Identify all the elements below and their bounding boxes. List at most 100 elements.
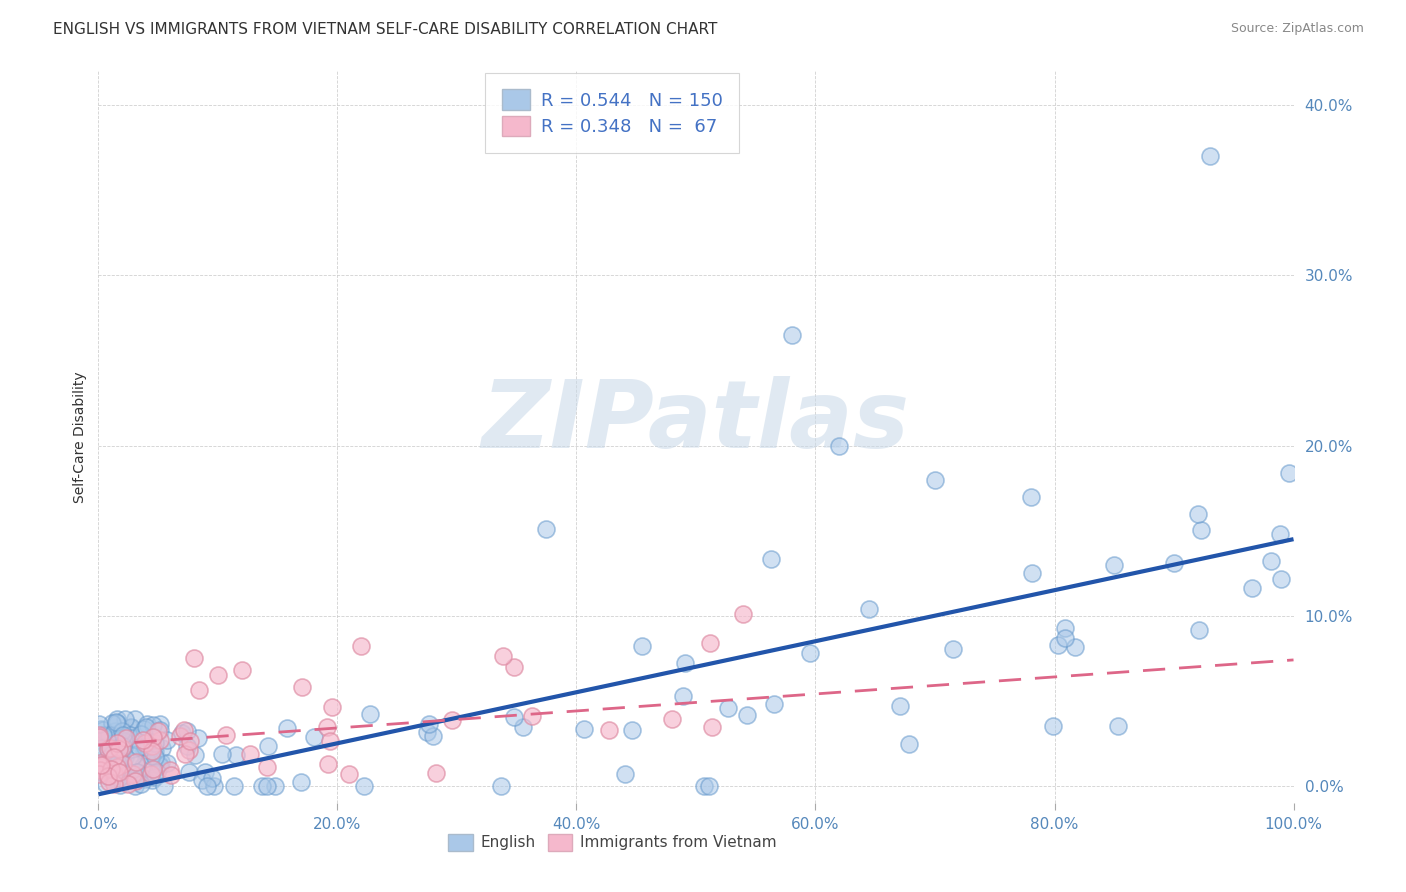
Point — [143, 750, 166, 764]
Point — [111, 753, 134, 767]
Point — [91, 723, 114, 738]
Point — [176, 739, 198, 753]
Point — [135, 717, 157, 731]
Point — [733, 607, 755, 622]
Point — [93, 758, 115, 772]
Point — [187, 731, 209, 746]
Point — [141, 749, 163, 764]
Point — [101, 727, 124, 741]
Point — [183, 651, 205, 665]
Point — [149, 759, 172, 773]
Point — [699, 635, 721, 649]
Point — [124, 774, 146, 789]
Point — [111, 739, 134, 754]
Point — [1054, 621, 1077, 635]
Point — [97, 742, 120, 756]
Point — [942, 642, 965, 657]
Point — [152, 741, 174, 756]
Point — [337, 767, 360, 781]
Point — [671, 689, 693, 703]
Point — [1163, 556, 1185, 570]
Point — [132, 743, 155, 757]
Point — [211, 747, 233, 761]
Point — [302, 730, 325, 744]
Point — [290, 775, 312, 789]
Point — [114, 733, 136, 747]
Point — [114, 749, 136, 764]
Point — [103, 777, 125, 791]
Point — [134, 772, 156, 787]
Point — [512, 720, 534, 734]
Point — [491, 649, 513, 664]
Point — [418, 717, 440, 731]
Point — [359, 707, 381, 722]
Point — [131, 777, 153, 791]
Point — [124, 779, 146, 793]
Point — [156, 756, 179, 770]
Point — [321, 699, 343, 714]
Point — [107, 757, 129, 772]
Point — [759, 552, 782, 566]
Point — [222, 779, 245, 793]
Point — [353, 779, 375, 793]
Point — [93, 767, 115, 781]
Point — [173, 747, 195, 761]
Point — [149, 723, 172, 737]
Point — [111, 728, 134, 742]
Point — [107, 765, 129, 780]
Point — [96, 751, 118, 765]
Point — [661, 712, 683, 726]
Point — [97, 775, 120, 789]
Point — [97, 769, 120, 783]
Point — [131, 733, 153, 747]
Point — [207, 668, 229, 682]
Point — [89, 756, 111, 770]
Point — [183, 747, 205, 762]
Point — [100, 740, 122, 755]
Point — [215, 729, 238, 743]
Text: ZIPatlas: ZIPatlas — [482, 376, 910, 468]
Point — [105, 712, 128, 726]
Point — [145, 744, 167, 758]
Point — [276, 721, 298, 735]
Point — [100, 715, 122, 730]
Point — [143, 735, 166, 749]
Point — [100, 740, 122, 755]
Point — [572, 722, 595, 736]
Point — [1019, 490, 1042, 504]
Point — [187, 683, 209, 698]
Point — [858, 602, 880, 616]
Point — [89, 764, 111, 778]
Point — [173, 723, 195, 738]
Point — [122, 731, 145, 745]
Point — [1278, 466, 1301, 480]
Point — [416, 725, 439, 739]
Point — [148, 756, 170, 771]
Point — [105, 773, 128, 788]
Point — [89, 730, 111, 744]
Point — [225, 748, 247, 763]
Point — [120, 720, 142, 734]
Point — [124, 712, 146, 726]
Point — [422, 729, 444, 743]
Point — [90, 759, 112, 773]
Text: ENGLISH VS IMMIGRANTS FROM VIETNAM SELF-CARE DISABILITY CORRELATION CHART: ENGLISH VS IMMIGRANTS FROM VIETNAM SELF-… — [53, 22, 718, 37]
Point — [142, 741, 165, 756]
Point — [231, 663, 253, 677]
Point — [316, 756, 339, 771]
Point — [149, 755, 172, 769]
Point — [1042, 719, 1064, 733]
Point — [111, 741, 134, 756]
Point — [503, 710, 526, 724]
Point — [149, 732, 172, 747]
Point — [90, 723, 112, 737]
Point — [141, 772, 163, 787]
Point — [115, 767, 138, 781]
Point — [153, 779, 176, 793]
Point — [1046, 638, 1069, 652]
Point — [89, 717, 111, 731]
Point — [256, 779, 278, 793]
Point — [1104, 558, 1126, 572]
Point — [104, 771, 127, 785]
Point — [125, 758, 148, 772]
